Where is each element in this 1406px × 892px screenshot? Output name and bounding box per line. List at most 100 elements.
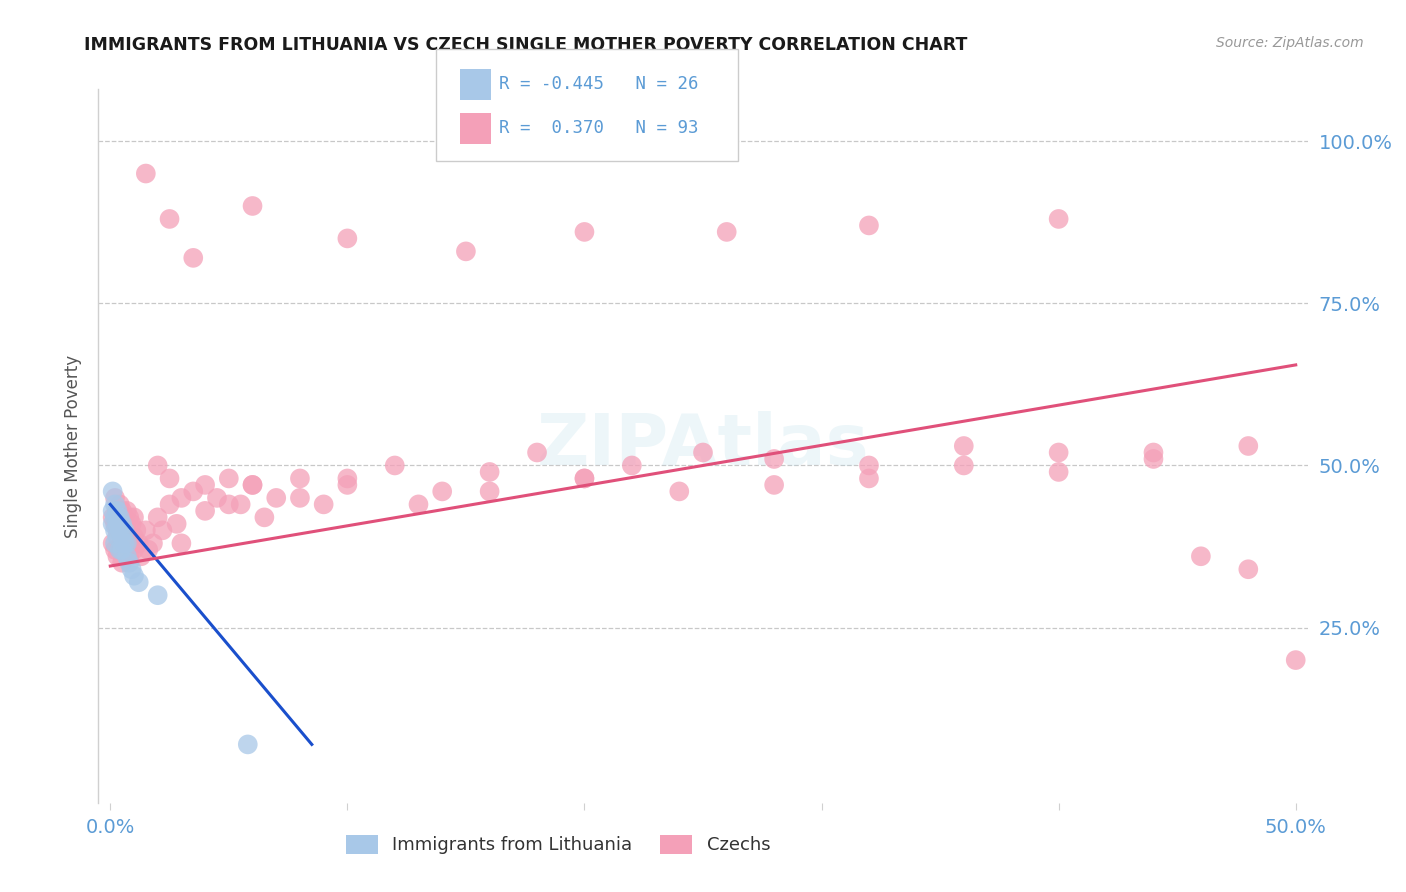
Point (668, 484, 690, 499)
Point (194, 478, 217, 492)
Point (408, 497, 430, 511)
Point (526, 445, 548, 459)
Y-axis label: Single Mother Poverty: Single Mother Poverty (65, 354, 83, 538)
Point (336, 471, 359, 485)
Point (170, 536, 193, 550)
Point (105, 504, 128, 518)
Point (122, 568, 145, 582)
Point (159, 471, 181, 485)
Point (121, 536, 143, 550)
Point (115, 549, 138, 564)
Point (1047, 465, 1070, 479)
Point (1142, 445, 1164, 459)
Point (146, 458, 169, 473)
Point (218, 497, 240, 511)
Point (159, 497, 181, 511)
Point (135, 524, 157, 538)
Point (111, 530, 134, 544)
Point (952, 458, 974, 473)
Point (478, 465, 501, 479)
Point (135, 167, 157, 181)
Point (101, 536, 124, 550)
Point (104, 542, 127, 557)
Point (288, 471, 311, 485)
Point (115, 542, 138, 557)
Point (858, 219, 880, 233)
Point (170, 491, 193, 505)
Point (104, 536, 127, 550)
Point (104, 497, 127, 511)
Point (115, 536, 138, 550)
Point (105, 530, 128, 544)
Point (104, 524, 127, 538)
Point (122, 510, 145, 524)
Point (105, 524, 128, 538)
Point (858, 471, 880, 485)
Point (118, 549, 141, 564)
Point (105, 516, 128, 531)
Text: Source: ZipAtlas.com: Source: ZipAtlas.com (1216, 36, 1364, 50)
Point (152, 524, 174, 538)
Point (952, 439, 974, 453)
Point (104, 510, 127, 524)
Point (128, 536, 150, 550)
Point (205, 491, 228, 505)
Point (312, 497, 335, 511)
Point (716, 225, 738, 239)
Point (1285, 653, 1308, 667)
Point (1237, 439, 1260, 453)
Point (104, 516, 127, 531)
Point (336, 231, 359, 245)
Point (432, 484, 454, 499)
Point (118, 530, 141, 544)
Point (242, 199, 264, 213)
Point (763, 452, 786, 467)
Point (253, 510, 276, 524)
Point (229, 497, 252, 511)
Point (114, 530, 136, 544)
Point (105, 504, 128, 518)
Point (111, 542, 134, 557)
Point (1237, 562, 1260, 576)
Point (242, 478, 264, 492)
Point (288, 491, 311, 505)
Point (121, 516, 143, 531)
Point (142, 536, 165, 550)
Legend: Immigrants from Lithuania, Czechs: Immigrants from Lithuania, Czechs (339, 828, 778, 862)
Point (236, 738, 259, 752)
Point (111, 524, 134, 538)
Point (136, 542, 159, 557)
Point (1047, 211, 1070, 226)
Text: IMMIGRANTS FROM LITHUANIA VS CZECH SINGLE MOTHER POVERTY CORRELATION CHART: IMMIGRANTS FROM LITHUANIA VS CZECH SINGL… (84, 36, 967, 54)
Point (104, 491, 127, 505)
Point (146, 510, 169, 524)
Point (108, 542, 131, 557)
Point (159, 211, 181, 226)
Point (574, 471, 596, 485)
Point (108, 510, 131, 524)
Point (101, 516, 124, 531)
Point (478, 484, 501, 499)
Point (1047, 445, 1070, 459)
Point (101, 484, 124, 499)
Point (574, 225, 596, 239)
Point (129, 549, 152, 564)
Point (114, 536, 136, 550)
Point (115, 524, 138, 538)
Point (146, 588, 169, 602)
Text: R =  0.370   N = 93: R = 0.370 N = 93 (499, 120, 699, 137)
Point (242, 478, 264, 492)
Point (121, 562, 143, 576)
Point (181, 251, 204, 265)
Point (118, 510, 141, 524)
Point (115, 504, 138, 518)
Point (101, 510, 124, 524)
Point (384, 458, 406, 473)
Point (858, 458, 880, 473)
Text: R = -0.445   N = 26: R = -0.445 N = 26 (499, 75, 699, 94)
Point (111, 516, 134, 531)
Point (181, 484, 204, 499)
Point (194, 504, 217, 518)
Point (763, 478, 786, 492)
Point (111, 556, 134, 570)
